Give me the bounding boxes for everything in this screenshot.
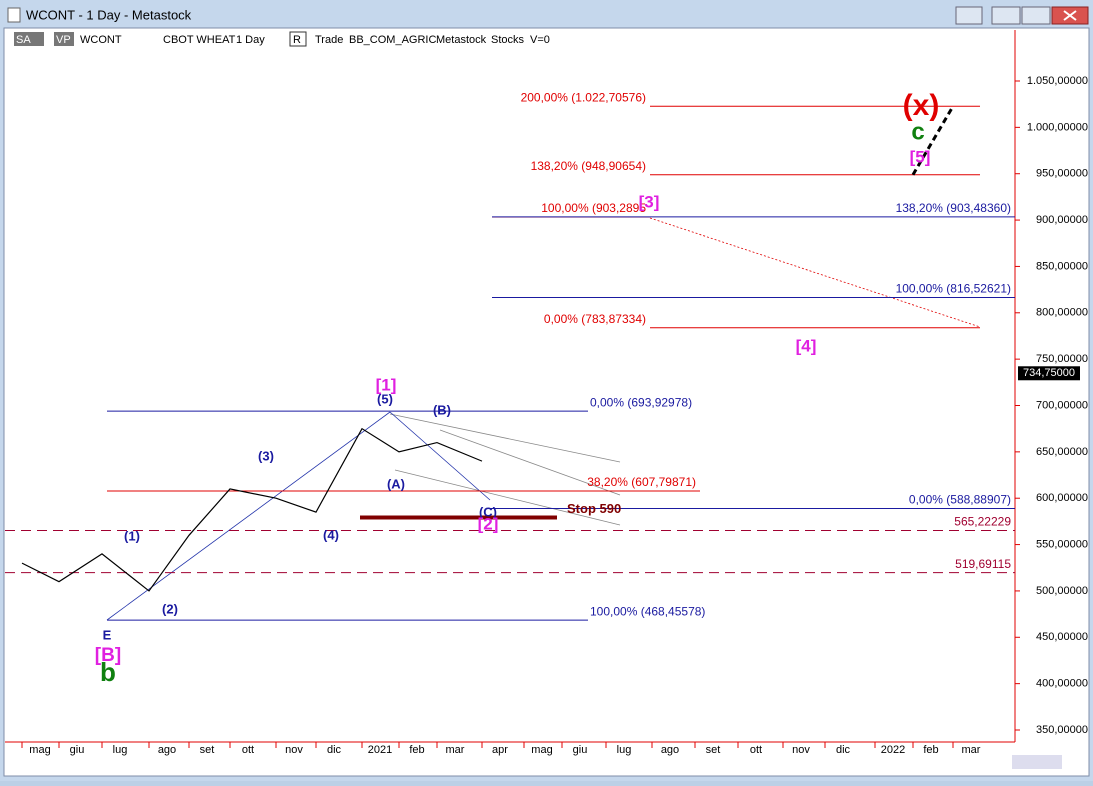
- minimize-button[interactable]: [991, 6, 1021, 25]
- y-tick-label: 850,00000: [1036, 260, 1088, 272]
- x-tick-label: dic: [836, 744, 851, 756]
- wave-label: b: [100, 657, 116, 687]
- x-tick-label: ago: [158, 744, 176, 756]
- level-label: 0,00% (588,88907): [909, 493, 1011, 507]
- x-tick-label: feb: [409, 744, 424, 756]
- toolbar-item: R: [293, 34, 301, 46]
- toolbar-item: BB_COM_AGRIC: [349, 34, 436, 46]
- wave-label: (4): [323, 527, 339, 542]
- y-tick-label: 600,00000: [1036, 492, 1088, 504]
- y-tick-label: 400,00000: [1036, 678, 1088, 690]
- wave-label: (C): [479, 504, 497, 519]
- x-tick-label: giu: [573, 744, 588, 756]
- toolbar-item: Metastock: [436, 34, 487, 46]
- x-tick-label: lug: [617, 744, 632, 756]
- wave-label: (2): [162, 601, 178, 616]
- toolbar-item: SA: [16, 34, 31, 46]
- y-tick-label: 900,00000: [1036, 214, 1088, 226]
- toolbar-item: WCONT: [80, 34, 122, 46]
- x-tick-label: ago: [661, 744, 679, 756]
- toolbar-item: CBOT WHEAT: [163, 34, 236, 46]
- x-tick-label: mar: [446, 744, 465, 756]
- level-label: Stop 590: [567, 501, 621, 516]
- wave-label: (1): [124, 528, 140, 543]
- last-price-label: 734,75000: [1023, 367, 1075, 379]
- wave-label: (3): [258, 448, 274, 463]
- toolbar-item: Stocks: [491, 34, 525, 46]
- wave-label: (5): [377, 391, 393, 406]
- restore-button[interactable]: [955, 6, 983, 25]
- icon: [7, 7, 21, 23]
- x-tick-label: nov: [285, 744, 303, 756]
- toolbar-item: V=0: [530, 34, 550, 46]
- x-tick-label: 2022: [881, 744, 905, 756]
- toolbar-button[interactable]: [14, 32, 44, 46]
- close-x: [1063, 10, 1077, 21]
- level-label: 100,00% (468,45578): [590, 604, 705, 618]
- x-tick-label: mar: [962, 744, 981, 756]
- projection-line: [911, 105, 955, 176]
- level-label: 38,20% (607,79871): [587, 475, 696, 489]
- level-label: 200,00% (1.022,70576): [521, 90, 646, 104]
- x-tick-label: apr: [492, 744, 508, 756]
- level-label: 138,20% (903,48360): [896, 201, 1011, 215]
- price-line: [21, 427, 483, 592]
- y-tick-label: 700,00000: [1036, 399, 1088, 411]
- level-label: 100,00% (903,2895: [541, 201, 646, 215]
- y-tick-label: 550,00000: [1036, 538, 1088, 550]
- x-tick-label: giu: [70, 744, 85, 756]
- wave-label: (A): [387, 476, 405, 491]
- y-tick-label: 450,00000: [1036, 631, 1088, 643]
- x-tick-label: 2021: [368, 744, 392, 756]
- wave-label: (x): [903, 89, 940, 122]
- x-tick-label: ott: [750, 744, 762, 756]
- channels: [106, 217, 981, 621]
- level-label: 0,00% (693,92978): [590, 395, 692, 409]
- window-title: WCONT - 1 Day - Metastock: [26, 7, 192, 22]
- y-tick-label: 350,00000: [1036, 724, 1088, 736]
- toolbar-button[interactable]: [54, 32, 74, 46]
- x-tick-label: set: [200, 744, 215, 756]
- level-label: 138,20% (948,90654): [531, 159, 646, 173]
- toolbar-item: Trade: [315, 34, 343, 46]
- wave-label: [4]: [796, 336, 817, 355]
- level-label: 0,00% (783,87334): [544, 312, 646, 326]
- wave-label: [B]: [95, 645, 121, 666]
- x-tick-label: dic: [327, 744, 342, 756]
- wave-label: E: [103, 627, 112, 642]
- y-tick-label: 950,00000: [1036, 168, 1088, 180]
- scrollbar[interactable]: [1012, 755, 1062, 769]
- x-tick-label: nov: [792, 744, 810, 756]
- x-tick-label: mag: [29, 744, 50, 756]
- y-tick-label: 1.000,00000: [1027, 121, 1088, 133]
- wave-label: [3]: [639, 192, 660, 211]
- wave-label: c: [911, 118, 924, 145]
- maximize-button[interactable]: [1021, 6, 1051, 25]
- y-tick-label: 750,00000: [1036, 353, 1088, 365]
- y-tick-label: 650,00000: [1036, 446, 1088, 458]
- last-price-box: [1018, 366, 1080, 381]
- wave-label: [1]: [376, 375, 397, 394]
- y-tick-label: 1.050,00000: [1027, 75, 1088, 87]
- level-label: 519,69115: [955, 557, 1011, 571]
- toolbar-item: 1 Day: [236, 34, 265, 46]
- client: [3, 27, 1090, 777]
- x-tick-label: lug: [113, 744, 128, 756]
- wave-label: [2]: [478, 514, 499, 533]
- x-tick-label: mag: [531, 744, 552, 756]
- y-tick-label: 500,00000: [1036, 585, 1088, 597]
- y-tick-label: 800,00000: [1036, 307, 1088, 319]
- x-tick-label: ott: [242, 744, 254, 756]
- toolbar: SA VP WCONT CBOT WHEAT 1 Day R Trade BB_COM_AGR…: [14, 31, 550, 47]
- toolbar-item: VP: [56, 34, 71, 46]
- wave-label: (B): [433, 402, 451, 417]
- toolbar-button[interactable]: [289, 31, 307, 47]
- level-label: 565,22229: [954, 515, 1011, 529]
- x-tick-label: set: [706, 744, 721, 756]
- wave-label: [5]: [910, 147, 931, 166]
- level-label: 100,00% (816,52621): [896, 282, 1011, 296]
- x-tick-label: feb: [923, 744, 938, 756]
